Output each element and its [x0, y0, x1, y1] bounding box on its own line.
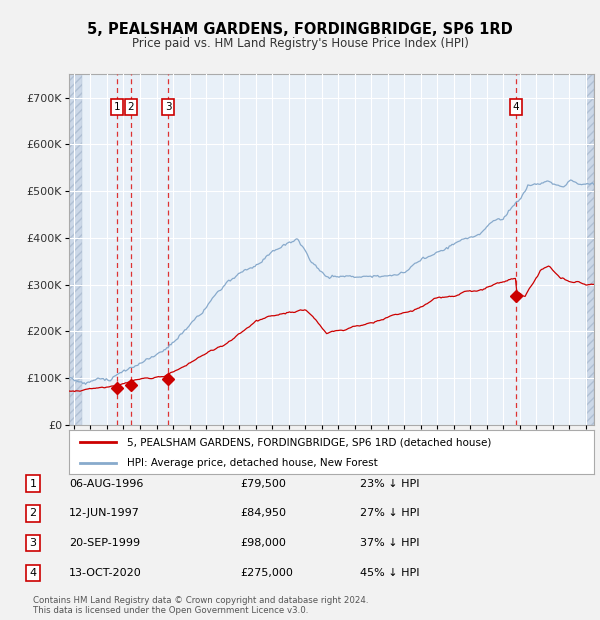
Text: 1: 1: [113, 102, 120, 112]
Text: 12-JUN-1997: 12-JUN-1997: [69, 508, 140, 518]
Text: 5, PEALSHAM GARDENS, FORDINGBRIDGE, SP6 1RD: 5, PEALSHAM GARDENS, FORDINGBRIDGE, SP6 …: [87, 22, 513, 37]
Text: 45% ↓ HPI: 45% ↓ HPI: [360, 568, 419, 578]
Text: 37% ↓ HPI: 37% ↓ HPI: [360, 538, 419, 548]
Text: HPI: Average price, detached house, New Forest: HPI: Average price, detached house, New …: [127, 458, 377, 468]
Text: 5, PEALSHAM GARDENS, FORDINGBRIDGE, SP6 1RD (detached house): 5, PEALSHAM GARDENS, FORDINGBRIDGE, SP6 …: [127, 437, 491, 447]
Text: 27% ↓ HPI: 27% ↓ HPI: [360, 508, 419, 518]
Text: £275,000: £275,000: [240, 568, 293, 578]
Text: 2: 2: [29, 508, 37, 518]
Text: 13-OCT-2020: 13-OCT-2020: [69, 568, 142, 578]
Text: £98,000: £98,000: [240, 538, 286, 548]
Text: 3: 3: [165, 102, 172, 112]
Text: 1: 1: [29, 479, 37, 489]
Text: Price paid vs. HM Land Registry's House Price Index (HPI): Price paid vs. HM Land Registry's House …: [131, 37, 469, 50]
Text: Contains HM Land Registry data © Crown copyright and database right 2024.
This d: Contains HM Land Registry data © Crown c…: [33, 596, 368, 615]
Text: 23% ↓ HPI: 23% ↓ HPI: [360, 479, 419, 489]
Text: 3: 3: [29, 538, 37, 548]
Text: 20-SEP-1999: 20-SEP-1999: [69, 538, 140, 548]
Text: 4: 4: [29, 568, 37, 578]
Text: 4: 4: [513, 102, 520, 112]
Text: £84,950: £84,950: [240, 508, 286, 518]
Text: 2: 2: [127, 102, 134, 112]
Text: £79,500: £79,500: [240, 479, 286, 489]
Text: 06-AUG-1996: 06-AUG-1996: [69, 479, 143, 489]
